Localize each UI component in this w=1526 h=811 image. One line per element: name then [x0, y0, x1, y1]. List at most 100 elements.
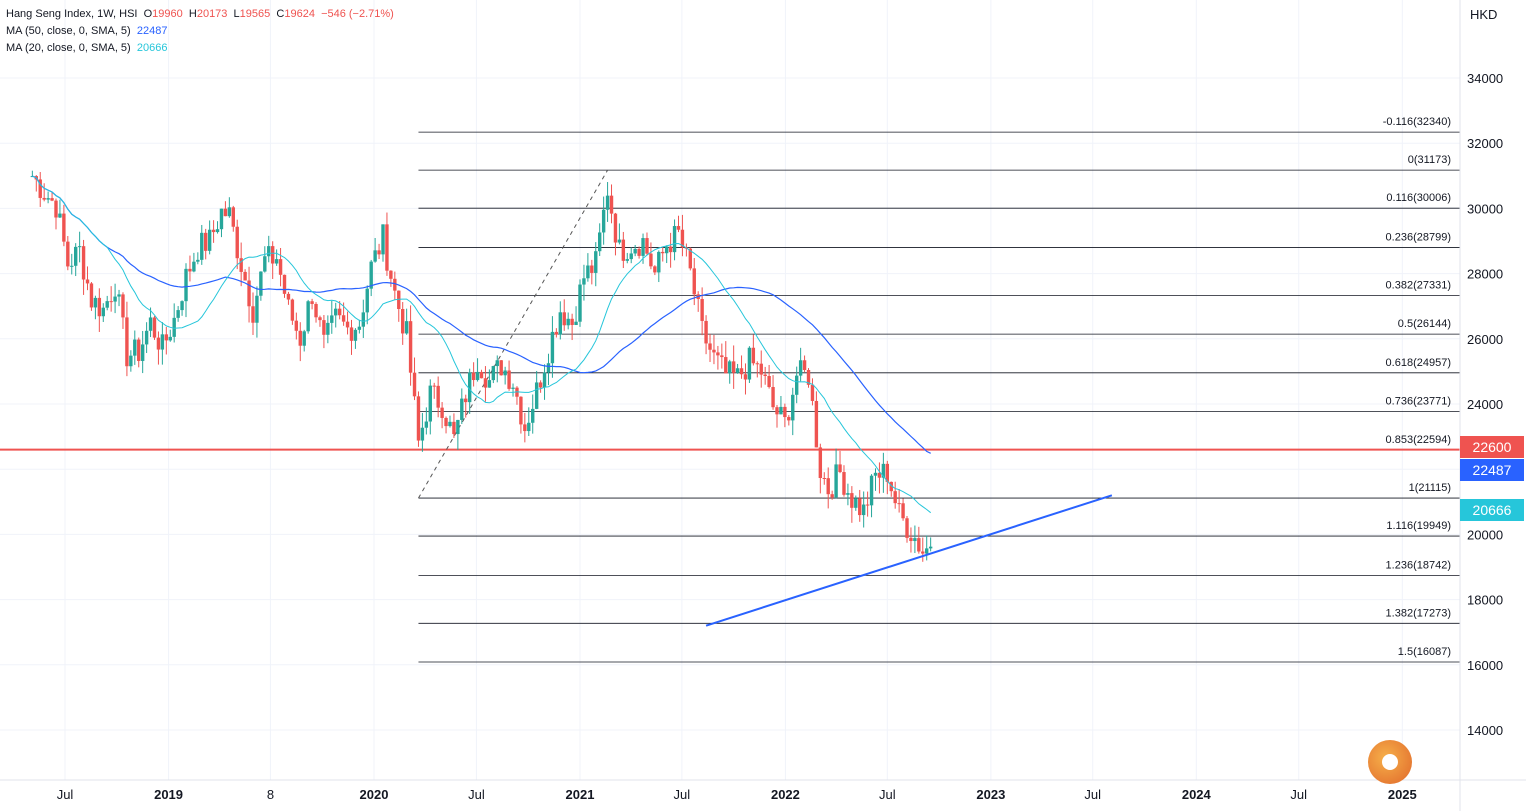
candle-body: [133, 339, 137, 356]
candle-body: [66, 241, 70, 267]
candle-body: [412, 372, 417, 397]
candle-body: [341, 315, 346, 322]
candle-body: [877, 472, 882, 478]
candle-body: [349, 327, 354, 341]
price-tag-box: [1460, 436, 1524, 458]
candle-body: [739, 368, 744, 375]
fib-anchor-dash: [418, 169, 609, 499]
candle-body: [913, 538, 917, 542]
candle-body: [889, 481, 893, 492]
candle-body: [97, 297, 102, 317]
legend-ma20-value: 20666: [136, 42, 168, 54]
candle-body: [865, 504, 870, 506]
candle-body: [708, 343, 712, 350]
legend-ma50-row[interactable]: MA (50, close, 0, SMA, 5) 22487: [6, 23, 394, 40]
candle-body: [207, 229, 212, 251]
candle-body: [326, 322, 330, 335]
candle-body: [239, 258, 243, 272]
candle-body: [731, 361, 736, 373]
candle-body: [601, 209, 606, 233]
ma20-line: [32, 175, 932, 514]
price-tick-label: 32000: [1467, 136, 1503, 151]
candle-body: [747, 347, 752, 380]
candle-body: [527, 422, 531, 432]
candle-body: [337, 308, 342, 316]
candle-body: [917, 538, 921, 552]
candle-body: [661, 251, 665, 254]
legend-h-label: H: [188, 8, 197, 20]
fibonacci-anchor-line[interactable]: [418, 169, 609, 499]
candle-body: [869, 475, 874, 506]
candle-body: [172, 317, 176, 337]
candle-body: [440, 407, 444, 418]
legend-l-label: L: [233, 8, 240, 20]
candle-body: [251, 306, 255, 323]
price-tag-value: 22600: [1473, 439, 1512, 455]
price-tick-label: 26000: [1467, 332, 1503, 347]
candle-body: [255, 295, 259, 323]
candle-body: [798, 360, 803, 376]
legend-c-label: C: [276, 8, 285, 20]
candle-body: [905, 518, 909, 538]
candle-body: [676, 226, 681, 230]
candle-body: [802, 360, 807, 370]
fib-level-label: 0(31173): [1408, 154, 1451, 166]
logo-icon: [1368, 740, 1412, 784]
candle-body: [38, 179, 42, 198]
price-tags: 22600 22487 20666: [1460, 436, 1524, 521]
fib-level-label: -0.116(32340): [1383, 116, 1451, 128]
candle-body: [755, 363, 759, 365]
candle-body: [668, 246, 673, 253]
candle-body: [495, 360, 499, 367]
candle-body: [538, 382, 543, 388]
candle-body: [594, 251, 598, 273]
candle-body: [270, 246, 275, 264]
legend-ma20-row[interactable]: MA (20, close, 0, SMA, 5) 20666: [6, 40, 394, 57]
trendline[interactable]: [705, 494, 1113, 627]
candle-body: [62, 213, 66, 242]
time-tick-label: Jul: [1290, 787, 1307, 802]
candle-body: [897, 503, 901, 505]
time-tick-label: 2020: [360, 787, 389, 802]
candle-body: [196, 259, 200, 262]
candle-body: [180, 301, 184, 311]
candle-body: [290, 299, 295, 321]
candle-body: [893, 491, 897, 504]
candle-body: [507, 370, 511, 389]
candle-body: [822, 477, 826, 479]
candle-body: [334, 308, 338, 316]
candle-body: [259, 271, 263, 296]
ma20-path: [32, 175, 932, 514]
candle-body: [318, 317, 322, 321]
legend-ohlc-row[interactable]: Hang Seng Index, 1W, HSI O19960 H20173 L…: [6, 6, 394, 23]
candle-body: [511, 387, 515, 389]
fib-level-label: 0.236(28799): [1386, 232, 1451, 244]
fib-level-label: 1(21115): [1409, 482, 1451, 494]
fib-level-label: 1.236(18742): [1386, 559, 1451, 571]
candle-body: [542, 372, 547, 388]
candle-body: [483, 378, 488, 388]
candle-body: [672, 226, 677, 253]
candle-body: [842, 472, 846, 495]
price-tag-value: 22487: [1473, 462, 1512, 478]
candle-body: [558, 312, 563, 335]
candle-body: [779, 406, 783, 415]
candle-body: [377, 250, 381, 255]
legend-low: 19565: [239, 8, 271, 20]
candle-body: [77, 246, 82, 248]
candle-body: [546, 363, 551, 373]
price-axis[interactable]: HKD3400032000300002800026000240002200020…: [1459, 0, 1503, 811]
candle-body: [794, 375, 799, 395]
time-axis[interactable]: Jul 2019 8 2020 Jul 2021 Jul 2022 Jul 2023 Jul 2024…: [0, 779, 1526, 802]
candle-body: [704, 320, 708, 344]
fib-level-label: 1.116(19949): [1386, 520, 1451, 532]
candle-body: [720, 355, 724, 358]
candle-body: [420, 427, 425, 441]
price-tick-label: 34000: [1467, 71, 1503, 86]
candle-body: [826, 478, 830, 495]
candle-body: [125, 317, 129, 367]
candle-body: [168, 336, 172, 341]
candle-body: [617, 239, 622, 243]
candle-body: [503, 370, 507, 376]
candle-body: [282, 274, 287, 294]
